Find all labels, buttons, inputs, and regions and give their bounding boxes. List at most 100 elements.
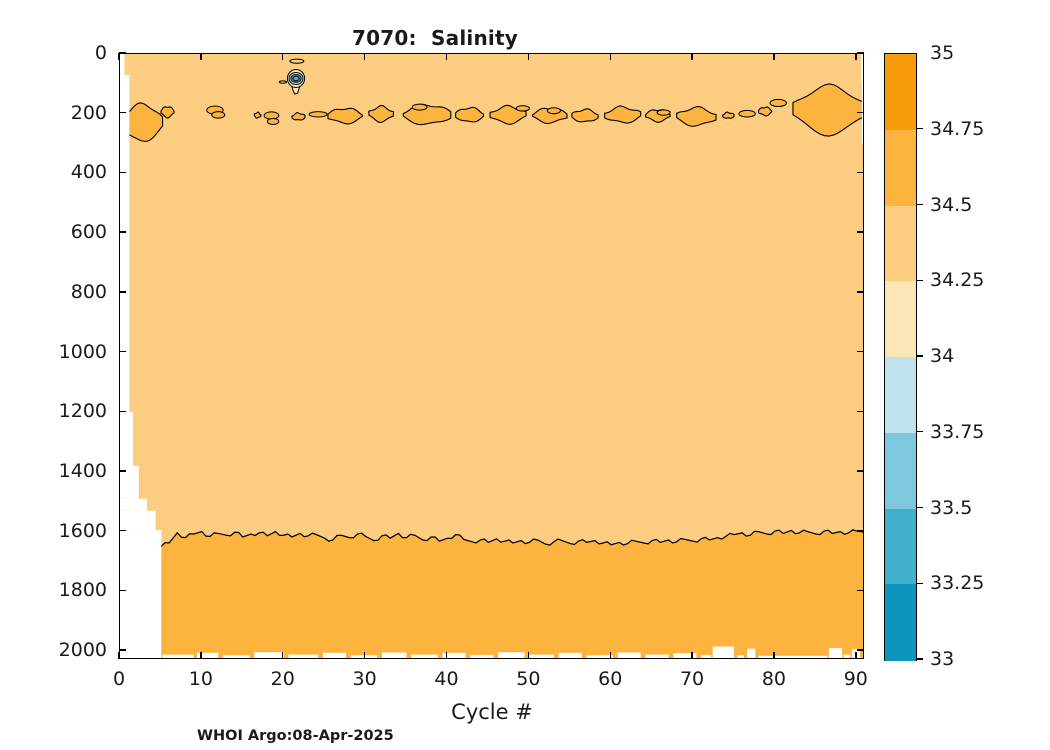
x-tick-mark: [445, 652, 448, 659]
no-data-bottom-notch: [617, 652, 641, 658]
colorbar-band: [885, 584, 916, 661]
salty-patch: [160, 106, 175, 119]
salty-speck: [211, 111, 226, 119]
colorbar-tick-label: 34.75: [930, 117, 985, 140]
x-tick-mark: [609, 652, 611, 659]
no-data-bottom-notch: [737, 655, 744, 658]
colorbar-band: [885, 281, 916, 358]
salty-speck: [656, 109, 671, 116]
salty-patch: [722, 111, 735, 119]
x-tick-mark-top: [200, 53, 202, 60]
colorbar-band: [885, 54, 916, 131]
no-data-bottom-notch: [411, 654, 438, 658]
y-tick-mark-right: [857, 410, 864, 412]
no-data-left: [120, 530, 162, 658]
x-tick-mark-top: [855, 53, 857, 60]
no-data-left: [120, 465, 139, 499]
x-tick-label: 30: [352, 668, 377, 690]
x-tick-mark: [200, 652, 202, 659]
colorbar-tick-label: 35: [930, 42, 955, 64]
salty-patch: [121, 102, 164, 142]
y-tick-mark-right: [857, 291, 864, 293]
x-axis-title: Cycle #: [451, 700, 533, 724]
salty-speck: [515, 105, 530, 112]
colorbar-tick-label: 33: [930, 648, 955, 670]
fresh-anomaly-cap: [289, 58, 305, 64]
y-tick-label: 800: [70, 280, 107, 303]
salty-speck: [266, 117, 280, 125]
no-data-bottom-notch: [586, 655, 613, 658]
salty-patch: [455, 106, 485, 123]
salty-speck: [769, 98, 787, 108]
x-tick-label: 50: [516, 668, 541, 690]
no-data-bottom-notch: [196, 652, 219, 658]
fill-band-34.5-34.75-deep: [160, 529, 863, 658]
colorbar-band: [885, 432, 916, 510]
colorbar-tick: [916, 506, 923, 509]
chart-title: 7070: Salinity: [352, 26, 518, 50]
no-data-bottom-notch: [223, 655, 250, 658]
contour-line-34.5-deep: [160, 529, 863, 548]
colorbar-tick: [916, 582, 923, 584]
y-tick-mark: [119, 529, 126, 532]
no-data-bottom-notch: [442, 652, 466, 658]
y-tick-mark: [119, 112, 126, 114]
colorbar-band: [885, 205, 916, 282]
salty-patch: [604, 105, 642, 124]
x-tick-mark: [118, 652, 120, 659]
colorbar-band: [885, 508, 916, 585]
colorbar-tick-label: 34.25: [930, 269, 985, 292]
salty-patch: [571, 108, 599, 123]
salty-patch: [676, 105, 717, 127]
salty-patch: [368, 104, 394, 123]
no-data-left: [120, 74, 130, 413]
no-data-right: [861, 54, 863, 83]
y-tick-mark: [119, 470, 126, 472]
no-data-bottom-notch: [558, 652, 582, 658]
y-tick-label: 200: [70, 101, 107, 124]
y-tick-mark: [119, 649, 126, 651]
colorbar-tick-label: 33.75: [930, 420, 985, 443]
y-tick-mark-right: [857, 112, 864, 114]
contour-canvas: [120, 54, 863, 658]
x-tick-label: 40: [434, 668, 459, 690]
no-data-bottom-notch: [828, 648, 843, 658]
x-tick-mark-top: [118, 53, 120, 60]
x-tick-label: 80: [761, 668, 787, 690]
y-tick-label: 1400: [58, 459, 107, 482]
y-tick-mark: [119, 171, 126, 174]
y-tick-mark: [119, 291, 126, 293]
x-tick-mark: [773, 652, 775, 659]
x-tick-mark-top: [282, 53, 284, 60]
x-tick-mark-top: [363, 53, 366, 60]
y-tick-mark-right: [857, 350, 864, 353]
y-tick-label: 600: [70, 221, 107, 244]
x-tick-mark-top: [691, 53, 693, 60]
colorbar-tick-label: 33.25: [930, 572, 985, 595]
colorbar-tick: [916, 431, 923, 433]
y-tick-mark-right: [857, 649, 864, 651]
colorbar-band: [885, 357, 916, 434]
no-data-left: [120, 54, 125, 75]
no-data-bottom-notch: [288, 654, 319, 658]
no-data-bottom-notch: [381, 652, 407, 658]
y-tick-mark: [119, 231, 126, 233]
no-data-bottom-notch: [747, 648, 756, 658]
x-tick-mark-top: [445, 53, 448, 60]
y-tick-mark: [119, 52, 126, 54]
no-data-bottom-notch: [673, 653, 697, 658]
x-tick-mark: [527, 652, 530, 659]
colorbar-tick: [916, 658, 923, 660]
colorbar-tick-label: 34: [930, 345, 955, 367]
salty-patch: [291, 112, 306, 121]
salty-speck: [738, 109, 756, 118]
x-tick-mark-top: [527, 53, 530, 60]
salty-speck: [411, 103, 428, 111]
salty-speck: [263, 111, 280, 120]
y-tick-mark: [119, 589, 126, 592]
no-data-left: [120, 412, 134, 466]
salty-patch: [792, 83, 863, 137]
x-tick-label: 60: [598, 668, 623, 690]
no-data-bottom-notch: [712, 646, 735, 658]
x-tick-mark: [363, 652, 366, 659]
